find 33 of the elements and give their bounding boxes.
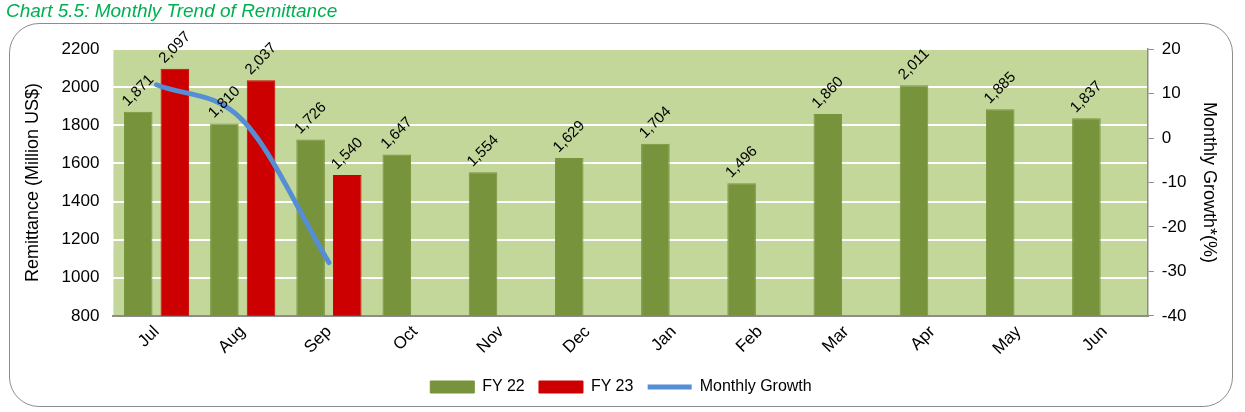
- y2-tick-label: -40: [1161, 305, 1187, 325]
- x-tick-label: Mar: [818, 321, 853, 356]
- y2-tick-label: 20: [1161, 38, 1181, 58]
- y-tick-label: 1000: [61, 267, 100, 287]
- x-tick-label: Jun: [1078, 321, 1111, 355]
- y-tick-label: 1800: [61, 115, 100, 135]
- y-tick-label: 1400: [61, 191, 100, 211]
- y-tick-label: 800: [71, 305, 100, 325]
- x-tick-label: May: [988, 321, 1026, 358]
- x-tick-label: Apr: [906, 321, 939, 354]
- y-tick-label: 1200: [61, 229, 100, 249]
- legend-label: Monthly Growth: [699, 377, 812, 395]
- x-tick-label: Nov: [472, 321, 508, 357]
- x-tick-label: Feb: [731, 321, 767, 356]
- legend-label: FY 23: [590, 377, 634, 395]
- y2-tick-label: 0: [1161, 127, 1172, 147]
- y2-tick-label: -10: [1161, 172, 1187, 192]
- y-axis-title: Remittance (Million US$): [21, 83, 42, 283]
- y2-axis-title: Monthly Growth*(%): [1200, 102, 1221, 264]
- x-tick-label: Jan: [647, 321, 680, 355]
- x-tick-label: Sep: [300, 321, 336, 357]
- x-tick-label: Jul: [133, 321, 163, 351]
- x-tick-label: Dec: [558, 321, 595, 357]
- y2-tick-label: 10: [1161, 83, 1181, 103]
- y-tick-label: 1600: [61, 153, 100, 173]
- y-tick-label: 2000: [61, 76, 100, 96]
- y2-tick-label: -30: [1161, 261, 1187, 281]
- legend-label: FY 22: [482, 377, 525, 395]
- x-tick-label: Aug: [214, 321, 249, 357]
- y2-tick-label: -20: [1161, 216, 1187, 236]
- y-tick-label: 2200: [61, 38, 100, 58]
- x-tick-label: Oct: [389, 321, 422, 354]
- chart-title: Chart 5.5: Monthly Trend of Remittance: [6, 0, 338, 22]
